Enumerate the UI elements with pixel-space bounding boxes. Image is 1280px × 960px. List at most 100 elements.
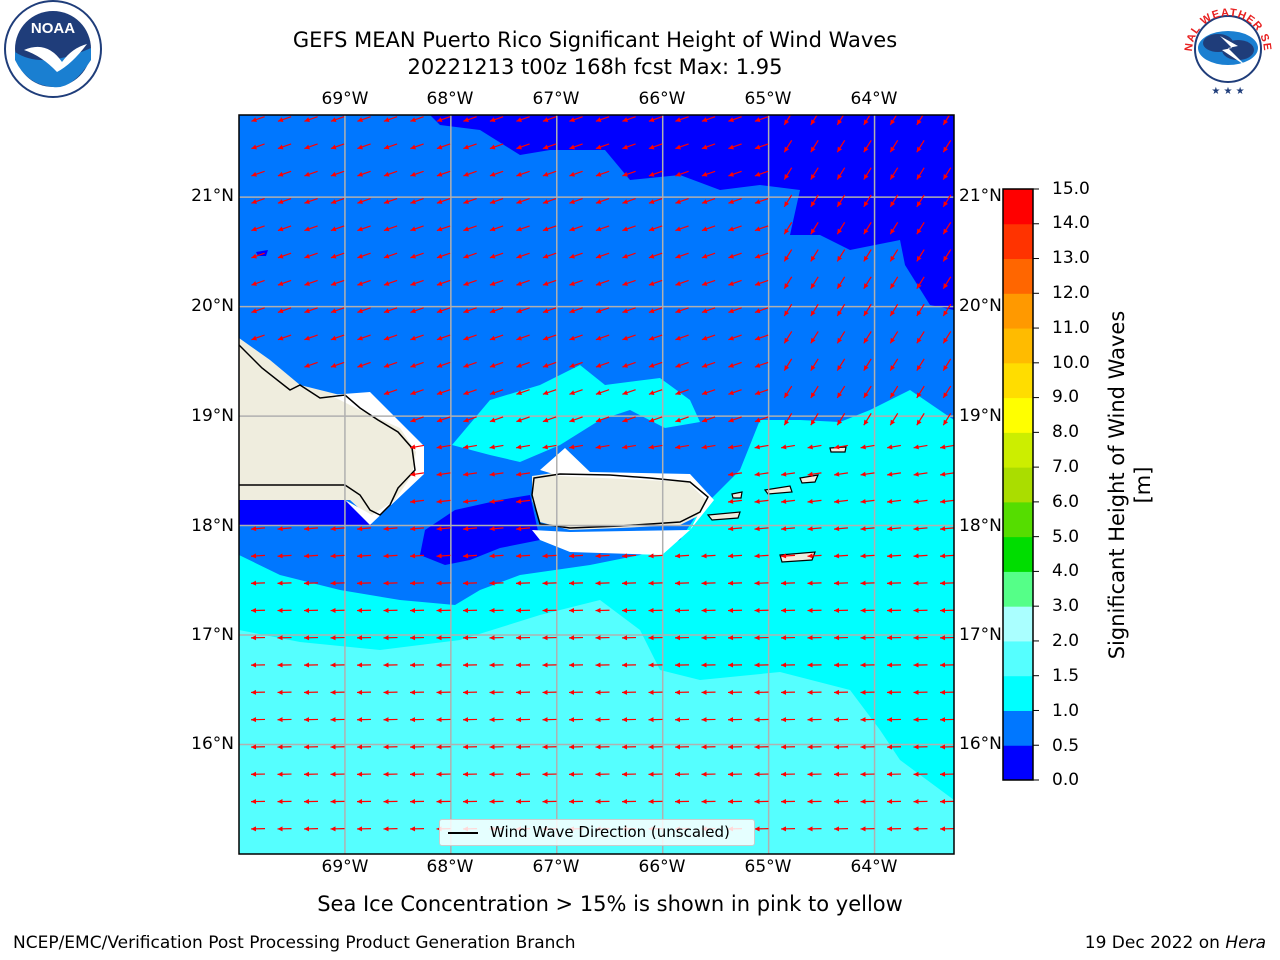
direction-arrow-head [277, 226, 284, 232]
direction-arrow-head [890, 228, 896, 235]
direction-arrow-head [622, 580, 628, 586]
direction-arrow-head [648, 335, 655, 341]
direction-arrow-head [542, 199, 549, 204]
direction-arrow-head [648, 363, 655, 368]
colorbar-tick: 1.5 [1052, 666, 1080, 686]
direction-arrow-head [357, 171, 363, 177]
direction-arrow-head [860, 689, 866, 695]
direction-arrow-head [569, 335, 575, 341]
direction-arrow-head [436, 471, 442, 477]
direction-arrow-head [781, 662, 787, 668]
direction-arrow-head [754, 471, 760, 477]
direction-arrow-head [410, 171, 416, 177]
direction-arrow-head [754, 417, 761, 423]
direction-arrow-head [834, 444, 840, 450]
direction-arrow-head [675, 144, 681, 150]
direction-arrow-head [834, 607, 840, 613]
colorbar-segment [1003, 467, 1033, 503]
direction-arrow-head [887, 607, 893, 613]
direction-arrow-head [913, 771, 919, 777]
direction-arrow-head [436, 799, 442, 805]
puerto-rico-land [532, 472, 708, 530]
direction-arrow-head [837, 419, 843, 426]
direction-arrow-head [887, 689, 893, 695]
direction-arrow-head [542, 717, 548, 723]
direction-arrow-head [277, 253, 284, 259]
direction-arrow-head [357, 771, 363, 777]
direction-arrow-head [675, 662, 681, 668]
direction-arrow-head [675, 417, 681, 423]
direction-arrow-head [383, 689, 389, 695]
footer-credit: NCEP/EMC/Verification Post Processing Pr… [13, 933, 576, 953]
direction-arrow-head [784, 337, 790, 344]
direction-arrow-head [357, 363, 363, 368]
direction-arrow-head [410, 417, 416, 423]
direction-arrow-head [622, 171, 628, 177]
direction-arrow-head [834, 689, 840, 695]
direction-arrow-head [916, 255, 922, 262]
direction-arrow-head [701, 226, 708, 232]
puerto-rico-coastline [531, 473, 709, 529]
direction-arrow-head [516, 471, 522, 477]
direction-arrow-head [622, 335, 628, 341]
direction-arrow-head [251, 662, 257, 668]
direction-arrow-head [622, 799, 628, 805]
direction-arrow-head [887, 444, 893, 450]
direction-arrow-head [357, 826, 363, 832]
direction-arrow-head [357, 689, 363, 695]
direction-arrow-head [863, 173, 869, 180]
direction-arrow-head [436, 226, 443, 232]
direction-arrow-head [701, 390, 708, 396]
direction-arrow-head [542, 117, 549, 123]
direction-arrow-head [701, 799, 707, 805]
direction-arrow-head [410, 498, 416, 504]
direction-arrow-head [940, 635, 946, 641]
direction-arrow-head [807, 717, 813, 723]
direction-arrow-head [410, 744, 416, 750]
direction-arrow-head [810, 337, 816, 344]
direction-arrow-head [569, 363, 575, 368]
lon-label-top: 67°W [532, 89, 580, 109]
direction-arrow-head [675, 744, 681, 750]
direction-arrow-head [943, 283, 949, 289]
direction-arrow-head [410, 363, 416, 368]
direction-arrow-head [277, 771, 283, 777]
direction-arrow-head [648, 199, 655, 204]
direction-arrow-head [754, 799, 760, 805]
direction-arrow-head [754, 335, 761, 341]
colorbar-tick: 8.0 [1052, 422, 1080, 442]
direction-arrow-head [837, 337, 843, 344]
direction-arrow-head [860, 444, 866, 450]
direction-arrow-head [383, 635, 389, 641]
direction-arrow-head [728, 471, 734, 477]
direction-arrow-head [913, 717, 919, 723]
nws-logo: NATIONAL WEATHER SERVICE ★ ★ ★ [1173, 0, 1278, 98]
wave-band-0-0-ne [430, 115, 954, 310]
direction-arrow-head [887, 526, 893, 532]
direction-arrow-head [754, 526, 760, 532]
lat-label-right: 19°N [959, 406, 1002, 426]
direction-arrow-head [834, 744, 840, 750]
direction-arrow-head [357, 607, 363, 613]
direction-arrow-head [489, 553, 495, 559]
direction-arrow-head [251, 744, 257, 750]
direction-arrow-head [940, 444, 946, 450]
direction-arrow-head [781, 553, 787, 559]
direction-arrow-head [410, 771, 416, 777]
direction-arrow-head [675, 226, 681, 232]
direction-arrow-head [913, 826, 919, 832]
direction-arrow-head [277, 826, 283, 832]
direction-arrow-head [728, 226, 734, 232]
direction-arrow-head [251, 526, 257, 532]
direction-arrow-head [913, 498, 919, 504]
direction-arrow-head [595, 744, 601, 750]
direction-arrow-head [463, 281, 469, 286]
direction-arrow-head [887, 744, 893, 750]
direction-arrow-head [701, 553, 707, 559]
direction-arrow-head [860, 471, 866, 477]
direction-arrow-head [890, 337, 896, 344]
direction-arrow-head [251, 799, 257, 805]
direction-arrow-head [728, 526, 734, 532]
lon-label-bottom: 68°W [426, 857, 474, 877]
direction-arrow-head [542, 553, 548, 559]
